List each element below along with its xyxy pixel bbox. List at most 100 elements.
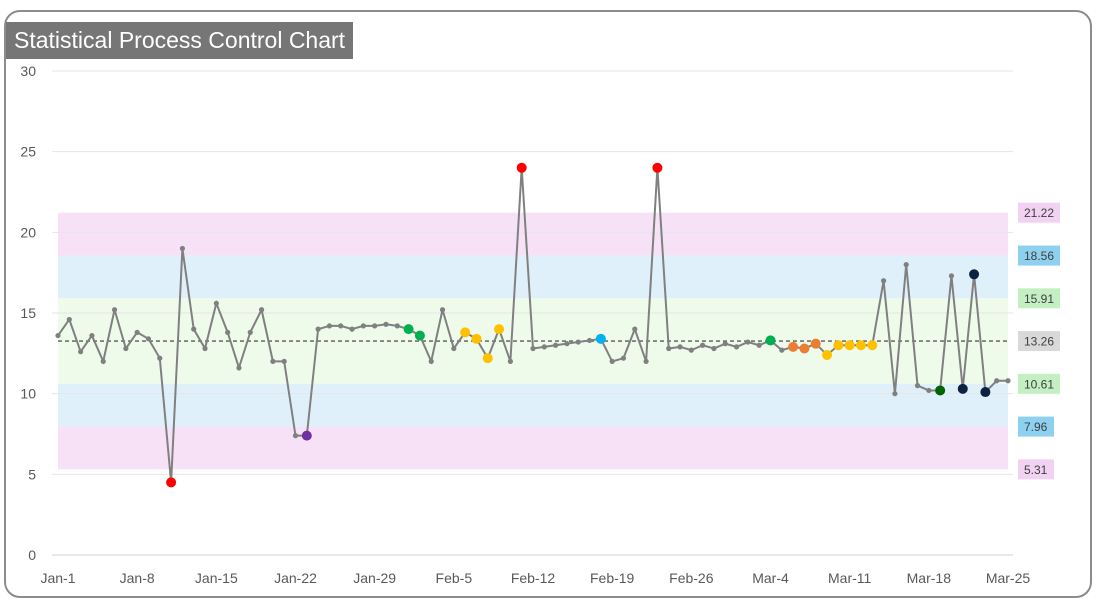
data-point bbox=[326, 323, 333, 329]
band-lower-2sigma bbox=[58, 383, 1008, 427]
limit-label: 10.61 bbox=[1024, 377, 1054, 391]
data-point bbox=[948, 273, 955, 279]
limit-label-box bbox=[1018, 459, 1054, 480]
highlight-point bbox=[810, 338, 821, 349]
data-point bbox=[315, 326, 321, 332]
x-tick-label: Jan-29 bbox=[353, 570, 396, 586]
data-point bbox=[530, 345, 536, 352]
data-point bbox=[733, 344, 740, 350]
highlight-point bbox=[822, 349, 833, 360]
highlight-point bbox=[516, 162, 527, 173]
x-tick-label: Mar-18 bbox=[907, 570, 952, 586]
data-point bbox=[880, 278, 887, 284]
data-point bbox=[926, 387, 932, 394]
y-tick-label: 15 bbox=[20, 305, 36, 321]
highlight-point bbox=[957, 383, 968, 394]
data-point bbox=[451, 345, 457, 352]
limit-label: 7.96 bbox=[1024, 420, 1048, 434]
gridlines bbox=[52, 70, 1013, 556]
highlight-point bbox=[867, 340, 878, 351]
data-point bbox=[643, 358, 649, 364]
data-point bbox=[123, 345, 129, 352]
highlight-point bbox=[855, 340, 866, 351]
data-point bbox=[745, 339, 751, 345]
highlight-point bbox=[595, 333, 606, 344]
highlight-point bbox=[166, 477, 177, 488]
data-point bbox=[756, 342, 762, 348]
x-tick-label: Mar-4 bbox=[752, 570, 789, 586]
y-tick-label: 0 bbox=[28, 547, 36, 563]
limit-label: 13.26 bbox=[1024, 335, 1054, 349]
band-lower-3sigma bbox=[58, 426, 1008, 470]
data-point bbox=[338, 323, 344, 329]
data-point bbox=[100, 358, 106, 364]
data-point bbox=[609, 358, 615, 364]
limit-label: 15.91 bbox=[1024, 292, 1054, 306]
data-point bbox=[258, 307, 265, 313]
limit-label-box bbox=[1018, 245, 1060, 266]
limit-label-box bbox=[1018, 331, 1060, 352]
highlight-point bbox=[935, 385, 946, 396]
highlight-point bbox=[844, 340, 855, 351]
x-tick-label: Jan-15 bbox=[195, 570, 238, 586]
data-point bbox=[1005, 378, 1011, 384]
highlight-point bbox=[403, 324, 414, 335]
y-axis: 0 5 10 15 20 25 30 bbox=[20, 63, 36, 563]
y-tick-label: 25 bbox=[20, 144, 36, 160]
highlight-point bbox=[969, 269, 980, 280]
data-point bbox=[722, 341, 728, 347]
x-tick-label: Feb-12 bbox=[511, 570, 556, 586]
data-point bbox=[179, 245, 186, 252]
data-point bbox=[66, 316, 72, 323]
data-point bbox=[507, 358, 513, 364]
highlight-point bbox=[471, 333, 482, 344]
data-point bbox=[439, 307, 446, 313]
highlight-point bbox=[482, 353, 493, 364]
data-point bbox=[247, 329, 253, 335]
data-point bbox=[394, 323, 400, 329]
data-point bbox=[914, 383, 921, 389]
data-point bbox=[78, 349, 84, 355]
data-point bbox=[903, 262, 909, 268]
x-tick-label: Jan-8 bbox=[120, 570, 155, 586]
y-tick-label: 10 bbox=[20, 386, 36, 402]
limit-label: 21.22 bbox=[1024, 206, 1054, 220]
y-tick-label: 5 bbox=[28, 466, 36, 482]
data-point bbox=[349, 326, 355, 332]
data-point bbox=[632, 326, 638, 332]
data-point bbox=[372, 323, 378, 329]
highlight-point bbox=[301, 430, 312, 441]
data-point bbox=[134, 329, 140, 335]
x-tick-label: Mar-25 bbox=[986, 570, 1031, 586]
highlight-point bbox=[652, 162, 663, 173]
band-upper-3sigma bbox=[58, 212, 1008, 256]
data-point bbox=[191, 326, 197, 332]
data-point bbox=[553, 342, 559, 348]
limit-label-box bbox=[1018, 373, 1060, 394]
data-point bbox=[892, 391, 898, 397]
y-tick-label: 20 bbox=[20, 224, 36, 240]
data-point bbox=[688, 347, 694, 353]
highlight-point bbox=[494, 324, 505, 335]
data-point bbox=[564, 341, 570, 347]
data-point bbox=[292, 433, 299, 439]
data-point bbox=[281, 358, 287, 364]
data-point bbox=[111, 307, 118, 313]
data-point bbox=[383, 321, 389, 327]
data-point bbox=[236, 365, 242, 371]
data-point bbox=[994, 378, 1000, 384]
data-point bbox=[700, 342, 706, 348]
data-point bbox=[586, 337, 593, 344]
y-tick-label: 30 bbox=[20, 63, 36, 79]
x-tick-label: Feb-26 bbox=[669, 570, 714, 586]
highlight-point bbox=[980, 387, 991, 398]
data-point bbox=[711, 345, 717, 352]
limit-label-box bbox=[1018, 202, 1060, 223]
data-point bbox=[157, 355, 163, 361]
highlight-point bbox=[799, 343, 810, 354]
data-point bbox=[270, 358, 276, 364]
x-tick-label: Jan-1 bbox=[40, 570, 75, 586]
data-point bbox=[145, 336, 152, 342]
chart-title: Statistical Process Control Chart bbox=[6, 22, 354, 59]
data-point bbox=[225, 329, 231, 335]
